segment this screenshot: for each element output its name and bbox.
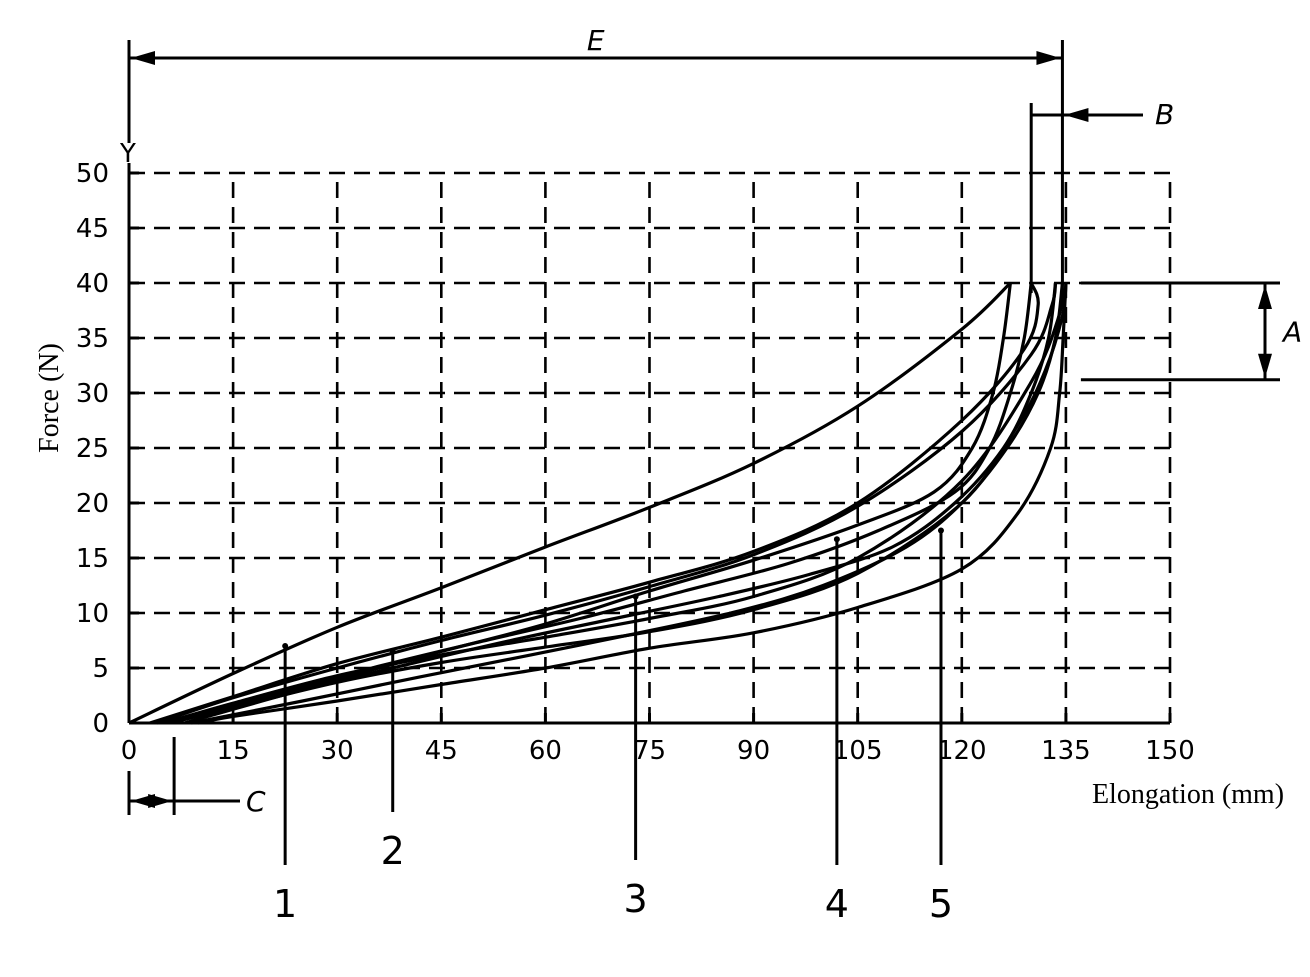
callout-dot-1 (282, 643, 289, 649)
curve-3-loading (156, 282, 1058, 725)
x-tick-label-120: 120 (937, 736, 987, 766)
curve-1-loading (128, 281, 1012, 725)
y-tick-label-50: 50 (76, 159, 109, 189)
dim-B-arrow (1064, 108, 1089, 122)
dimension-annotations: E B A C (127, 24, 1302, 818)
x-tick-label-90: 90 (737, 736, 770, 766)
callout-dot-3 (632, 593, 639, 600)
callout-label-4: 4 (825, 882, 849, 926)
y-tick-label-20: 20 (76, 489, 109, 519)
dim-C-label: C (246, 785, 266, 818)
x-tick-label-75: 75 (633, 736, 666, 766)
curve-5-loading (170, 282, 1068, 725)
dim-E-arrow-right (1036, 51, 1061, 65)
y-tick-label-15: 15 (76, 544, 109, 574)
y-tick-label-45: 45 (76, 214, 109, 244)
curve-4-loading (163, 282, 1065, 725)
dim-A-arrow-down (1258, 353, 1272, 378)
tick-labels: 0 15 30 45 60 75 90 105 120 135 150 0 5 10 15 20 25 30 35 4… (76, 159, 1195, 766)
dim-A-label: A (1281, 315, 1302, 348)
y-axis-title: Force (N) (34, 343, 65, 453)
x-axis-title: Elongation (mm) (1092, 779, 1284, 810)
callout-dot-2 (389, 648, 396, 655)
curve-3-unloading (184, 282, 1058, 725)
y-tick-label-40: 40 (76, 269, 109, 299)
dim-E-arrow-left (131, 51, 155, 65)
callout-dot-5 (937, 527, 944, 534)
dim-E-label: E (587, 24, 605, 57)
x-tick-label-0: 0 (121, 736, 138, 766)
callout-label-2: 2 (381, 829, 405, 873)
x-tick-label-105: 105 (833, 736, 883, 766)
curve-2-loading (149, 282, 1040, 725)
x-tick-label-135: 135 (1041, 736, 1091, 766)
curve-1-unloading (156, 282, 1012, 725)
y-tick-label-30: 30 (76, 379, 109, 409)
hysteresis-curves (128, 281, 1068, 725)
y-axis-letter: Y (119, 139, 136, 169)
x-tick-label-150: 150 (1145, 736, 1195, 766)
y-tick-label-25: 25 (76, 434, 109, 464)
x-tick-label-15: 15 (217, 736, 250, 766)
callout-label-1: 1 (273, 882, 297, 926)
y-tick-label-35: 35 (76, 324, 109, 354)
curve-5-unloading (198, 282, 1068, 725)
y-tick-label-0: 0 (92, 709, 109, 739)
x-tick-label-45: 45 (425, 736, 458, 766)
curve-callouts: 123 4 5 (273, 527, 953, 926)
grid-lines (129, 171, 1172, 723)
x-tick-label-60: 60 (529, 736, 562, 766)
callout-label-3: 3 (624, 877, 648, 921)
y-tick-label-10: 10 (76, 599, 109, 629)
y-tick-label-5: 5 (92, 654, 109, 684)
dim-B-label: B (1155, 98, 1174, 131)
callout-dot-4 (833, 536, 840, 543)
dim-A-arrow-up (1258, 285, 1272, 309)
x-tick-label-30: 30 (321, 736, 354, 766)
curve-4-unloading (191, 282, 1065, 725)
callout-label-5: 5 (929, 882, 953, 926)
dim-C-arrow-right (148, 794, 173, 808)
